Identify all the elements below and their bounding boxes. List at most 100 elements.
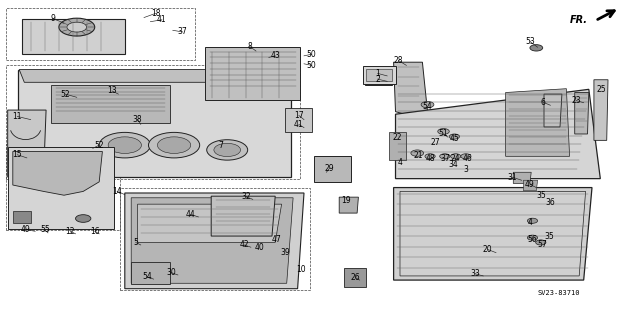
Polygon shape xyxy=(131,262,170,284)
Circle shape xyxy=(67,22,86,32)
Text: 35: 35 xyxy=(536,191,546,200)
Text: 8: 8 xyxy=(247,42,252,51)
Text: 37: 37 xyxy=(177,27,188,36)
Text: 22: 22 xyxy=(392,133,401,142)
Circle shape xyxy=(148,132,200,158)
Circle shape xyxy=(214,143,241,157)
Text: 14: 14 xyxy=(112,187,122,196)
Text: 23: 23 xyxy=(571,96,581,105)
Text: FR.: FR. xyxy=(570,15,588,25)
Polygon shape xyxy=(8,110,46,177)
Text: 35: 35 xyxy=(544,232,554,241)
Text: 55: 55 xyxy=(40,225,50,234)
Text: 1: 1 xyxy=(375,69,380,78)
Text: 37: 37 xyxy=(440,154,450,163)
Circle shape xyxy=(461,154,471,159)
Circle shape xyxy=(207,140,248,160)
Text: 29: 29 xyxy=(324,164,335,173)
Text: 2: 2 xyxy=(375,75,380,84)
Text: 7: 7 xyxy=(218,141,223,150)
Circle shape xyxy=(108,137,141,153)
Circle shape xyxy=(76,215,91,222)
Text: 6: 6 xyxy=(540,98,545,107)
Text: 13: 13 xyxy=(107,86,117,95)
Polygon shape xyxy=(339,197,358,213)
Text: 11: 11 xyxy=(13,112,22,121)
Polygon shape xyxy=(138,204,282,242)
Text: 46: 46 xyxy=(462,154,472,163)
Circle shape xyxy=(536,240,546,245)
Polygon shape xyxy=(8,147,114,229)
Polygon shape xyxy=(394,188,592,280)
Text: 41: 41 xyxy=(157,15,167,24)
Circle shape xyxy=(425,154,435,159)
Text: 52: 52 xyxy=(60,90,70,99)
Polygon shape xyxy=(506,89,570,156)
Polygon shape xyxy=(19,70,289,82)
Text: 3: 3 xyxy=(463,165,468,174)
Text: 9: 9 xyxy=(50,14,55,23)
Text: 52: 52 xyxy=(94,141,104,150)
Text: 36: 36 xyxy=(545,198,556,207)
Text: 16: 16 xyxy=(90,227,100,236)
Polygon shape xyxy=(524,180,538,191)
Circle shape xyxy=(438,129,449,134)
Text: 28: 28 xyxy=(394,56,403,65)
Polygon shape xyxy=(594,80,608,140)
Polygon shape xyxy=(125,193,304,289)
Text: 54: 54 xyxy=(142,272,152,281)
Polygon shape xyxy=(131,198,293,283)
Text: 48: 48 xyxy=(425,154,435,163)
Polygon shape xyxy=(575,93,589,134)
Text: 34: 34 xyxy=(448,160,458,169)
Text: 20: 20 xyxy=(483,245,493,254)
Text: 44: 44 xyxy=(186,210,196,219)
Polygon shape xyxy=(389,132,406,160)
Circle shape xyxy=(527,218,538,223)
Polygon shape xyxy=(13,152,102,195)
Text: 49: 49 xyxy=(20,225,31,234)
Circle shape xyxy=(99,132,150,158)
Polygon shape xyxy=(363,66,396,84)
Text: 45: 45 xyxy=(449,134,460,143)
Text: 53: 53 xyxy=(525,37,535,46)
Text: 47: 47 xyxy=(271,235,282,244)
Text: 27: 27 xyxy=(430,138,440,147)
Text: 49: 49 xyxy=(525,180,535,189)
Polygon shape xyxy=(205,47,300,100)
Text: 33: 33 xyxy=(470,269,480,278)
Polygon shape xyxy=(394,62,428,116)
Text: 51: 51 xyxy=(438,130,449,138)
Text: 54: 54 xyxy=(422,102,433,111)
Text: 57: 57 xyxy=(538,241,548,249)
Polygon shape xyxy=(365,69,392,85)
Text: 17: 17 xyxy=(294,111,304,120)
Text: 24: 24 xyxy=(451,154,461,163)
Polygon shape xyxy=(22,19,125,54)
Text: 12: 12 xyxy=(66,227,75,236)
Text: 38: 38 xyxy=(132,115,143,124)
Text: 15: 15 xyxy=(12,150,22,159)
Text: 31: 31 xyxy=(507,173,517,182)
Text: 21: 21 xyxy=(413,151,422,160)
Text: 40: 40 xyxy=(254,243,264,252)
Circle shape xyxy=(421,101,434,108)
Text: 4: 4 xyxy=(527,218,532,227)
Text: 41: 41 xyxy=(294,120,304,129)
Polygon shape xyxy=(314,156,351,182)
Circle shape xyxy=(157,137,191,153)
Text: 50: 50 xyxy=(307,50,317,59)
Polygon shape xyxy=(396,89,600,179)
Text: 39: 39 xyxy=(280,248,290,256)
Text: 30: 30 xyxy=(166,268,177,277)
Text: 4: 4 xyxy=(397,158,403,167)
Polygon shape xyxy=(51,85,170,123)
Polygon shape xyxy=(285,108,312,132)
Polygon shape xyxy=(13,211,31,223)
Text: 10: 10 xyxy=(296,265,306,274)
Circle shape xyxy=(59,18,95,36)
Text: 18: 18 xyxy=(151,9,160,18)
Circle shape xyxy=(451,154,461,159)
Circle shape xyxy=(530,45,543,51)
Text: 25: 25 xyxy=(596,85,607,94)
